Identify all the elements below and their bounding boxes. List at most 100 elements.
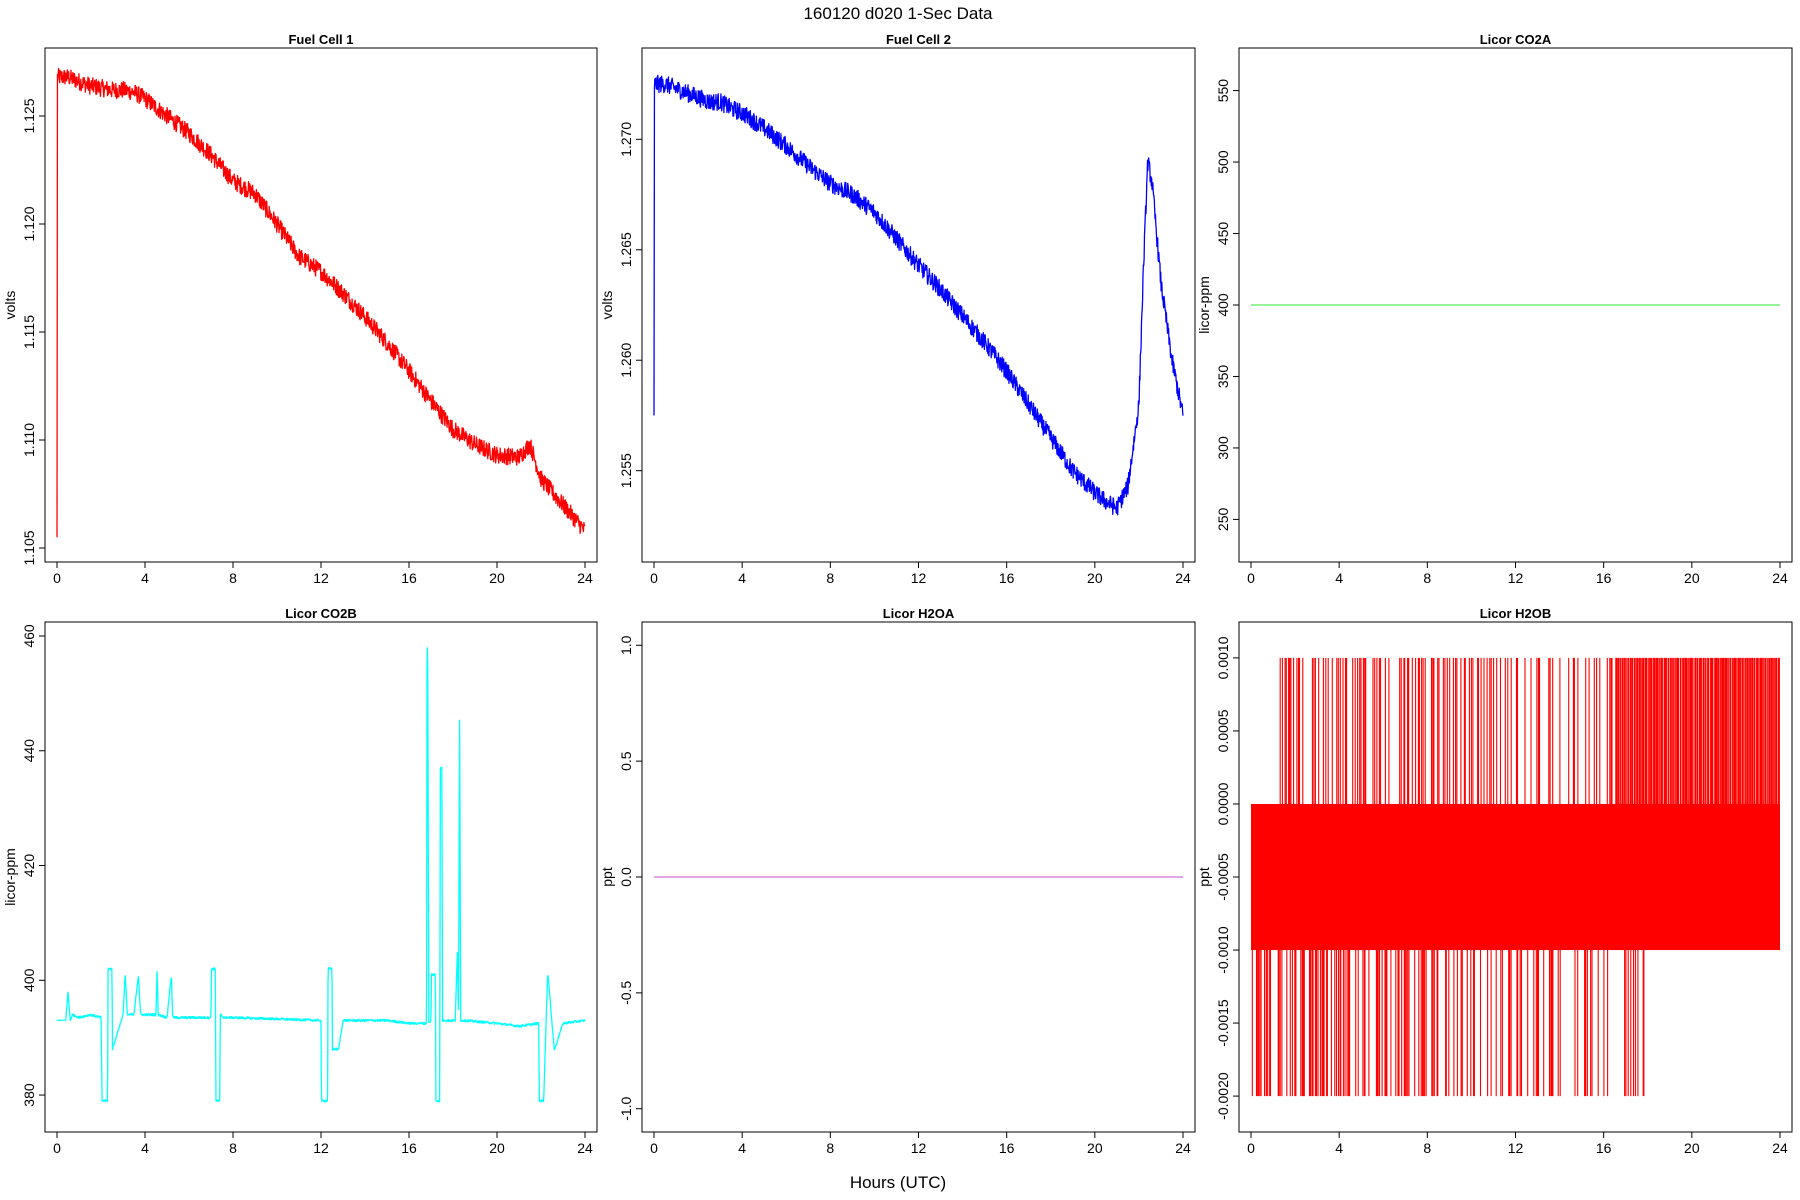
y-tick-label: 1.125 [21,98,37,133]
y-tick-label: 0.0005 [1215,709,1231,752]
x-tick-label: 12 [911,570,927,586]
y-tick-label: -1.0 [618,1096,634,1120]
x-tick-label: 24 [1175,570,1191,586]
x-tick-label: 4 [738,570,746,586]
x-tick-label: 0 [53,570,61,586]
x-tick-label: 12 [911,1140,927,1156]
y-tick-label: -0.0020 [1215,1072,1231,1120]
chart-panel-1: Fuel Cell 1 volts 0 4 8 12 16 20 24 1.105 1.110 1.1… [2,32,598,586]
x-tick-label: 16 [1596,570,1612,586]
x-tick-label: 0 [650,570,658,586]
x-tick-label: 4 [141,1140,149,1156]
x-tick-label: 20 [1684,570,1700,586]
x-tick-label: 24 [1175,1140,1191,1156]
y-tick-label: 550 [1215,79,1231,103]
x-tick-label: 0 [53,1140,61,1156]
y-tick-label: 0.5 [618,751,634,771]
y-tick-label: -0.5 [618,981,634,1005]
x-tick-label: 0 [650,1140,658,1156]
x-tick-label: 24 [1772,1140,1788,1156]
x-tick-label: 16 [401,1140,417,1156]
y-tick-label: 350 [1215,365,1231,389]
y-axis-label: ppt [599,867,615,887]
y-tick-label: 500 [1215,150,1231,174]
y-axis-label: volts [599,291,615,320]
x-tick-label: 24 [577,1140,593,1156]
figure-title: 160120 d020 1-Sec Data [803,4,993,23]
y-tick-label: 1.260 [618,343,634,378]
x-tick-label: 12 [1508,570,1524,586]
y-tick-label: 300 [1215,436,1231,460]
y-axis-label: licor-ppm [1196,276,1212,334]
chart-panel-3: Licor CO2A licor-ppm 0 4 8 12 16 20 24 250 300 350 4… [1196,32,1793,586]
x-tick-label: 16 [401,570,417,586]
panel-title: Licor CO2A [1480,32,1552,47]
y-tick-label: 400 [1215,293,1231,317]
x-tick-label: 12 [1508,1140,1524,1156]
y-axis-label: volts [2,291,18,320]
figure-x-label: Hours (UTC) [850,1173,946,1192]
y-tick-label: 420 [21,854,37,878]
y-tick-label: 460 [21,624,37,648]
series-spikes-up [1279,657,1780,804]
x-tick-label: 4 [1335,1140,1343,1156]
y-tick-label: 0.0000 [1215,782,1231,825]
series-spikes-down [1251,950,1645,1097]
y-tick-label: 380 [21,1083,37,1107]
y-tick-label: 400 [21,968,37,992]
x-tick-label: 4 [141,570,149,586]
y-tick-label: -0.0010 [1215,926,1231,974]
y-tick-label: 0.0 [618,867,634,887]
x-tick-label: 12 [313,570,329,586]
x-tick-label: 4 [1335,570,1343,586]
y-tick-label: 1.120 [21,206,37,241]
chart-panel-5: Licor H2OA ppt 0 4 8 12 16 20 24 -1.0 -0.5 0.0 0.5 1.… [599,606,1196,1156]
x-tick-label: 20 [489,570,505,586]
x-tick-label: 8 [1423,1140,1431,1156]
x-tick-label: 20 [1684,1140,1700,1156]
y-tick-label: 0.0010 [1215,636,1231,679]
panel-title: Licor H2OB [1480,606,1552,621]
x-tick-label: 16 [1596,1140,1612,1156]
y-axis-label: ppt [1196,867,1212,887]
x-tick-label: 24 [577,570,593,586]
chart-panel-6: Licor H2OB ppt 0 4 8 12 16 20 24 -0.0020 -0.0015 -0… [1196,606,1793,1156]
chart-panel-2: Fuel Cell 2 volts 0 4 8 12 16 20 24 1.255 1.260 1.2… [599,32,1196,586]
x-tick-label: 12 [313,1140,329,1156]
y-tick-label: 1.115 [21,315,37,349]
y-tick-label: 1.0 [618,635,634,655]
panel-title: Fuel Cell 2 [886,32,951,47]
y-tick-label: 1.110 [21,423,37,457]
y-tick-label: 440 [21,739,37,763]
y-tick-label: -0.0005 [1215,853,1231,901]
y-tick-label: 1.105 [21,530,37,565]
series-line [653,74,1184,516]
x-tick-label: 8 [826,570,834,586]
y-axis-label: licor-ppm [2,848,18,906]
panels: Fuel Cell 1 volts 0 4 8 12 16 20 24 1.105 1.110 1.1… [2,32,1793,1156]
y-tick-label: 1.265 [618,232,634,267]
plot-frame [641,47,1196,563]
y-tick-label: 450 [1215,222,1231,246]
x-tick-label: 20 [1087,570,1103,586]
panel-title: Licor CO2B [285,606,357,621]
x-tick-label: 0 [1247,570,1255,586]
y-tick-label: 1.270 [618,122,634,157]
x-tick-label: 20 [489,1140,505,1156]
x-tick-label: 8 [229,1140,237,1156]
x-tick-label: 4 [738,1140,746,1156]
plot-frame [44,47,598,563]
x-tick-label: 0 [1247,1140,1255,1156]
x-tick-label: 16 [999,1140,1015,1156]
series-line [56,647,586,1103]
y-tick-label: 250 [1215,508,1231,532]
x-tick-label: 16 [999,570,1015,586]
chart-panel-4: Licor CO2B licor-ppm 0 4 8 12 16 20 24 380 400 420 4… [2,606,598,1156]
panel-title: Fuel Cell 1 [288,32,353,47]
y-tick-label: -0.0015 [1215,999,1231,1047]
x-tick-label: 24 [1772,570,1788,586]
panel-title: Licor H2OA [883,606,955,621]
x-tick-label: 8 [826,1140,834,1156]
y-tick-label: 1.255 [618,453,634,488]
